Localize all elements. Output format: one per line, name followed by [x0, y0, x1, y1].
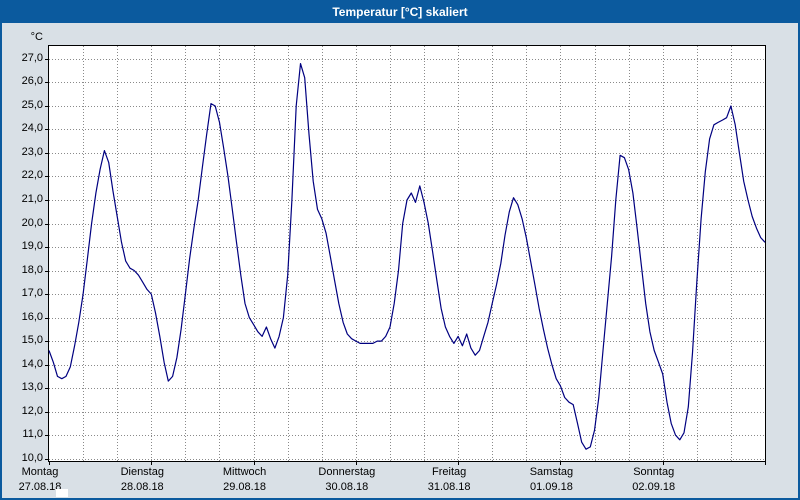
x-day-date-label: 27.08.18: [18, 481, 62, 493]
y-tick-label: 15,0: [21, 334, 43, 347]
y-tick-label: 12,0: [21, 404, 43, 417]
y-tick-label: 21,0: [21, 193, 43, 205]
x-day-name-label: Sonntag: [633, 466, 675, 478]
y-tick-label: 19,0: [21, 240, 43, 253]
title-bar: Temperatur [°C] skaliert: [0, 0, 800, 23]
x-day-name-label: Freitag: [432, 466, 467, 478]
y-tick-label: 20,0: [21, 216, 43, 229]
y-tick-label: 23,0: [21, 145, 43, 158]
y-tick-label: 14,0: [21, 357, 43, 370]
y-tick-label: 13,0: [21, 381, 43, 394]
y-tick-label: 27,0: [21, 51, 43, 64]
y-tick-label: 17,0: [21, 287, 43, 300]
x-day-name-label: Dienstag: [120, 466, 164, 478]
x-day-date-label: 28.08.18: [120, 481, 164, 493]
x-day-date-label: 01.09.18: [530, 481, 573, 493]
x-day-date-label: 29.08.18: [223, 481, 266, 493]
y-tick-label: 10,0: [21, 451, 43, 464]
scrollbar-corner: [56, 489, 68, 497]
x-day-name-label: Montag: [21, 466, 59, 478]
temperature-line-chart: [45, 46, 766, 465]
y-tick-label: 16,0: [21, 310, 43, 323]
y-tick-label: 24,0: [21, 122, 43, 135]
x-day-name-label: Samstag: [529, 466, 574, 478]
y-tick-label: 18,0: [21, 263, 43, 276]
y-tick-label: 22,0: [21, 169, 43, 182]
y-axis-unit-label: °C: [30, 31, 43, 43]
plot-area: [45, 45, 766, 465]
y-tick-label: 26,0: [21, 75, 43, 88]
window-title: Temperatur [°C] skaliert: [332, 4, 468, 19]
x-day-name-label: Mittwoch: [222, 466, 267, 478]
x-day-name-label: Donnerstag: [318, 466, 376, 478]
x-day-date-label: 02.09.18: [632, 481, 676, 493]
x-day-date-label: 31.08.18: [427, 481, 471, 493]
y-tick-label: 25,0: [21, 98, 43, 111]
y-tick-label: 11,0: [22, 428, 43, 441]
x-day-date-label: 30.08.18: [325, 481, 369, 493]
